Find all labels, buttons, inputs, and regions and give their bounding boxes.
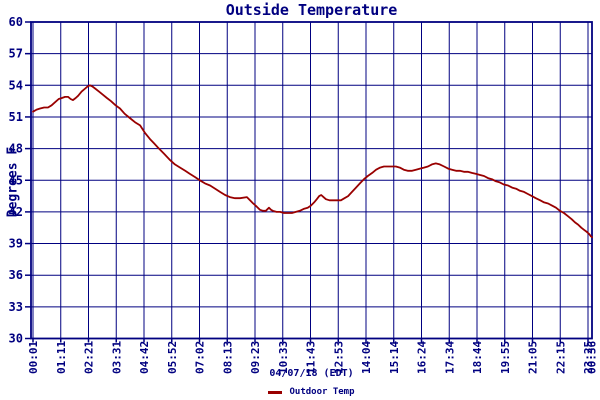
legend-line-swatch xyxy=(268,390,283,394)
legend: Outdoor Temp xyxy=(31,387,592,397)
temperature-line xyxy=(32,84,593,239)
x-tick-label: 19:55 xyxy=(499,341,512,374)
y-tick-label: 45 xyxy=(9,173,23,187)
x-tick-label: 08:13 xyxy=(221,341,234,374)
axis-frame xyxy=(30,21,593,340)
y-tick-label: 36 xyxy=(9,268,23,282)
x-tick-label: 15:14 xyxy=(388,341,401,374)
x-tick-label: 03:31 xyxy=(110,341,123,374)
x-tick-label: 01:11 xyxy=(55,341,68,374)
x-tick-label: 02:21 xyxy=(83,341,96,374)
x-tick-label: 14:04 xyxy=(360,341,373,374)
y-tick-label: 60 xyxy=(9,15,23,29)
y-tick-label: 51 xyxy=(9,110,23,124)
x-tick-label: 18:44 xyxy=(471,341,484,374)
x-tick-label: 00:36 xyxy=(586,341,599,374)
chart-title: Outside Temperature xyxy=(225,1,398,19)
x-tick-label: 23:25 xyxy=(582,341,595,374)
x-tick-label: 17:34 xyxy=(443,341,456,374)
y-tick-label: 54 xyxy=(9,78,23,92)
y-tick-label: 48 xyxy=(9,142,23,156)
y-tick-label: 30 xyxy=(9,332,23,346)
x-tick-label: 12:53 xyxy=(332,341,345,374)
x-tick-label: 10:33 xyxy=(277,341,290,374)
x-tick-label: 09:23 xyxy=(249,341,262,374)
x-tick-label: 07:02 xyxy=(194,341,207,374)
x-axis-date-label: 04/07/18 (EDT) xyxy=(269,368,354,379)
y-tick-label: 39 xyxy=(9,237,23,251)
x-tick-label: 00:01 xyxy=(27,341,40,374)
y-tick-label: 57 xyxy=(9,47,23,61)
x-tick-label: 05:52 xyxy=(166,341,179,374)
x-tick-label: 04:42 xyxy=(138,341,151,374)
x-tick-label: 22:15 xyxy=(554,341,567,374)
x-tick-label: 21:05 xyxy=(527,341,540,374)
legend-label: Outdoor Temp xyxy=(289,387,355,397)
y-tick-label: 33 xyxy=(9,300,23,314)
x-tick-label: 16:24 xyxy=(416,341,429,374)
y-tick-label: 42 xyxy=(9,205,23,219)
x-tick-label: 11:43 xyxy=(305,341,318,374)
